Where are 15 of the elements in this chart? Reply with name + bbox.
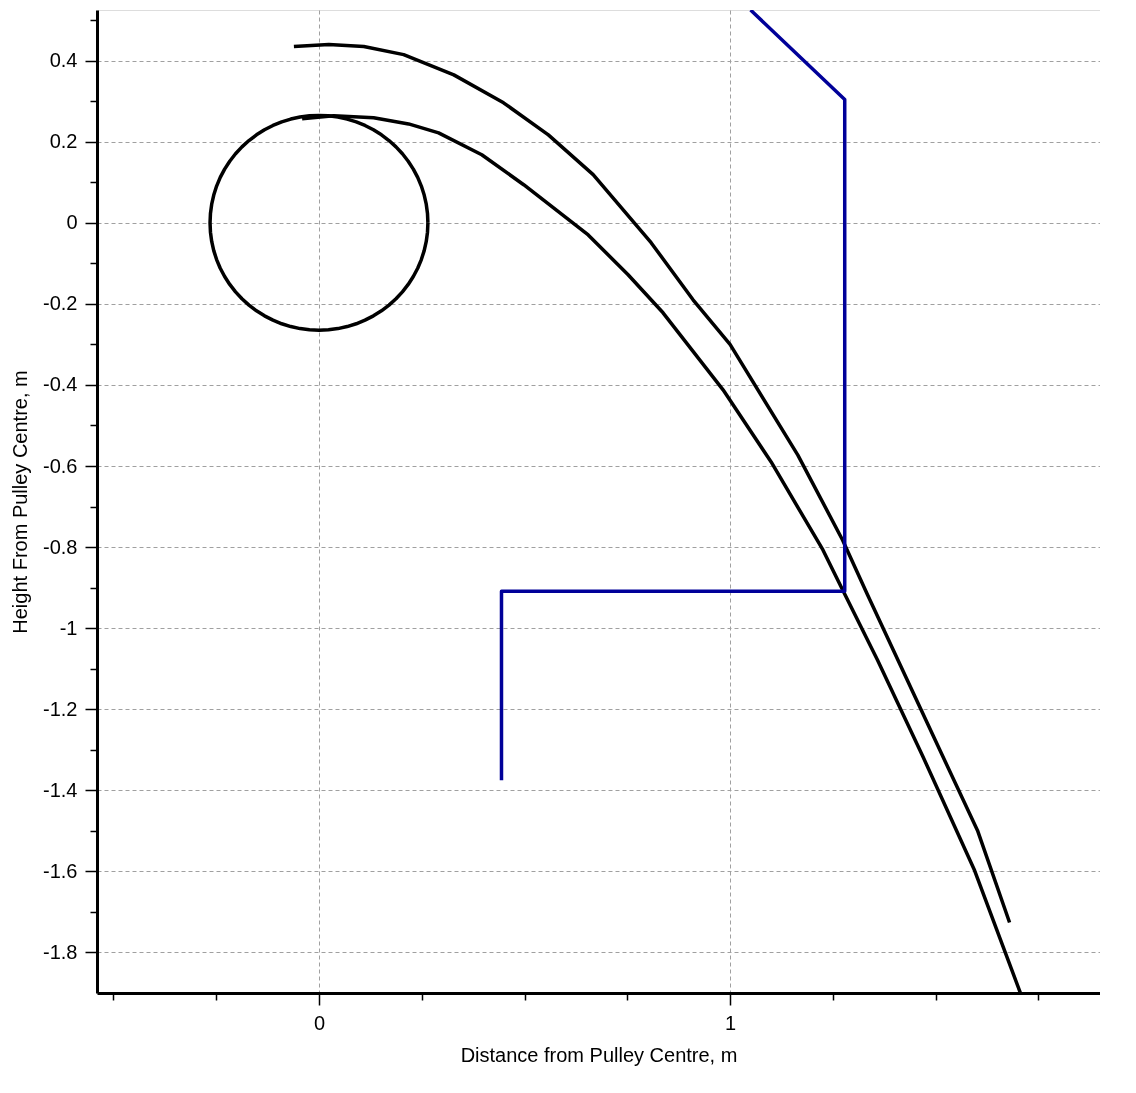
y-tick-label: -0.4 <box>43 373 78 396</box>
y-tick-label: -1.2 <box>43 697 78 720</box>
y-tick-label: -0.2 <box>43 292 78 315</box>
y-tick-label: -1.6 <box>43 859 78 882</box>
y-tick-label: -1.4 <box>43 778 78 801</box>
x-tick-label: 1 <box>724 1011 737 1034</box>
y-tick-label: 0.2 <box>49 130 78 153</box>
y-tick-label: -0.6 <box>43 454 78 477</box>
y-tick-label: 0.4 <box>49 49 78 72</box>
y-axis-title: Height From Pulley Centre, m <box>9 370 32 634</box>
y-tick-label: -1 <box>59 616 78 639</box>
y-tick-label: -1.8 <box>43 940 78 963</box>
x-axis-title: Distance from Pulley Centre, m <box>460 1043 738 1066</box>
y-tick-label: 0 <box>66 211 78 234</box>
y-tick-label: -0.8 <box>43 535 78 558</box>
